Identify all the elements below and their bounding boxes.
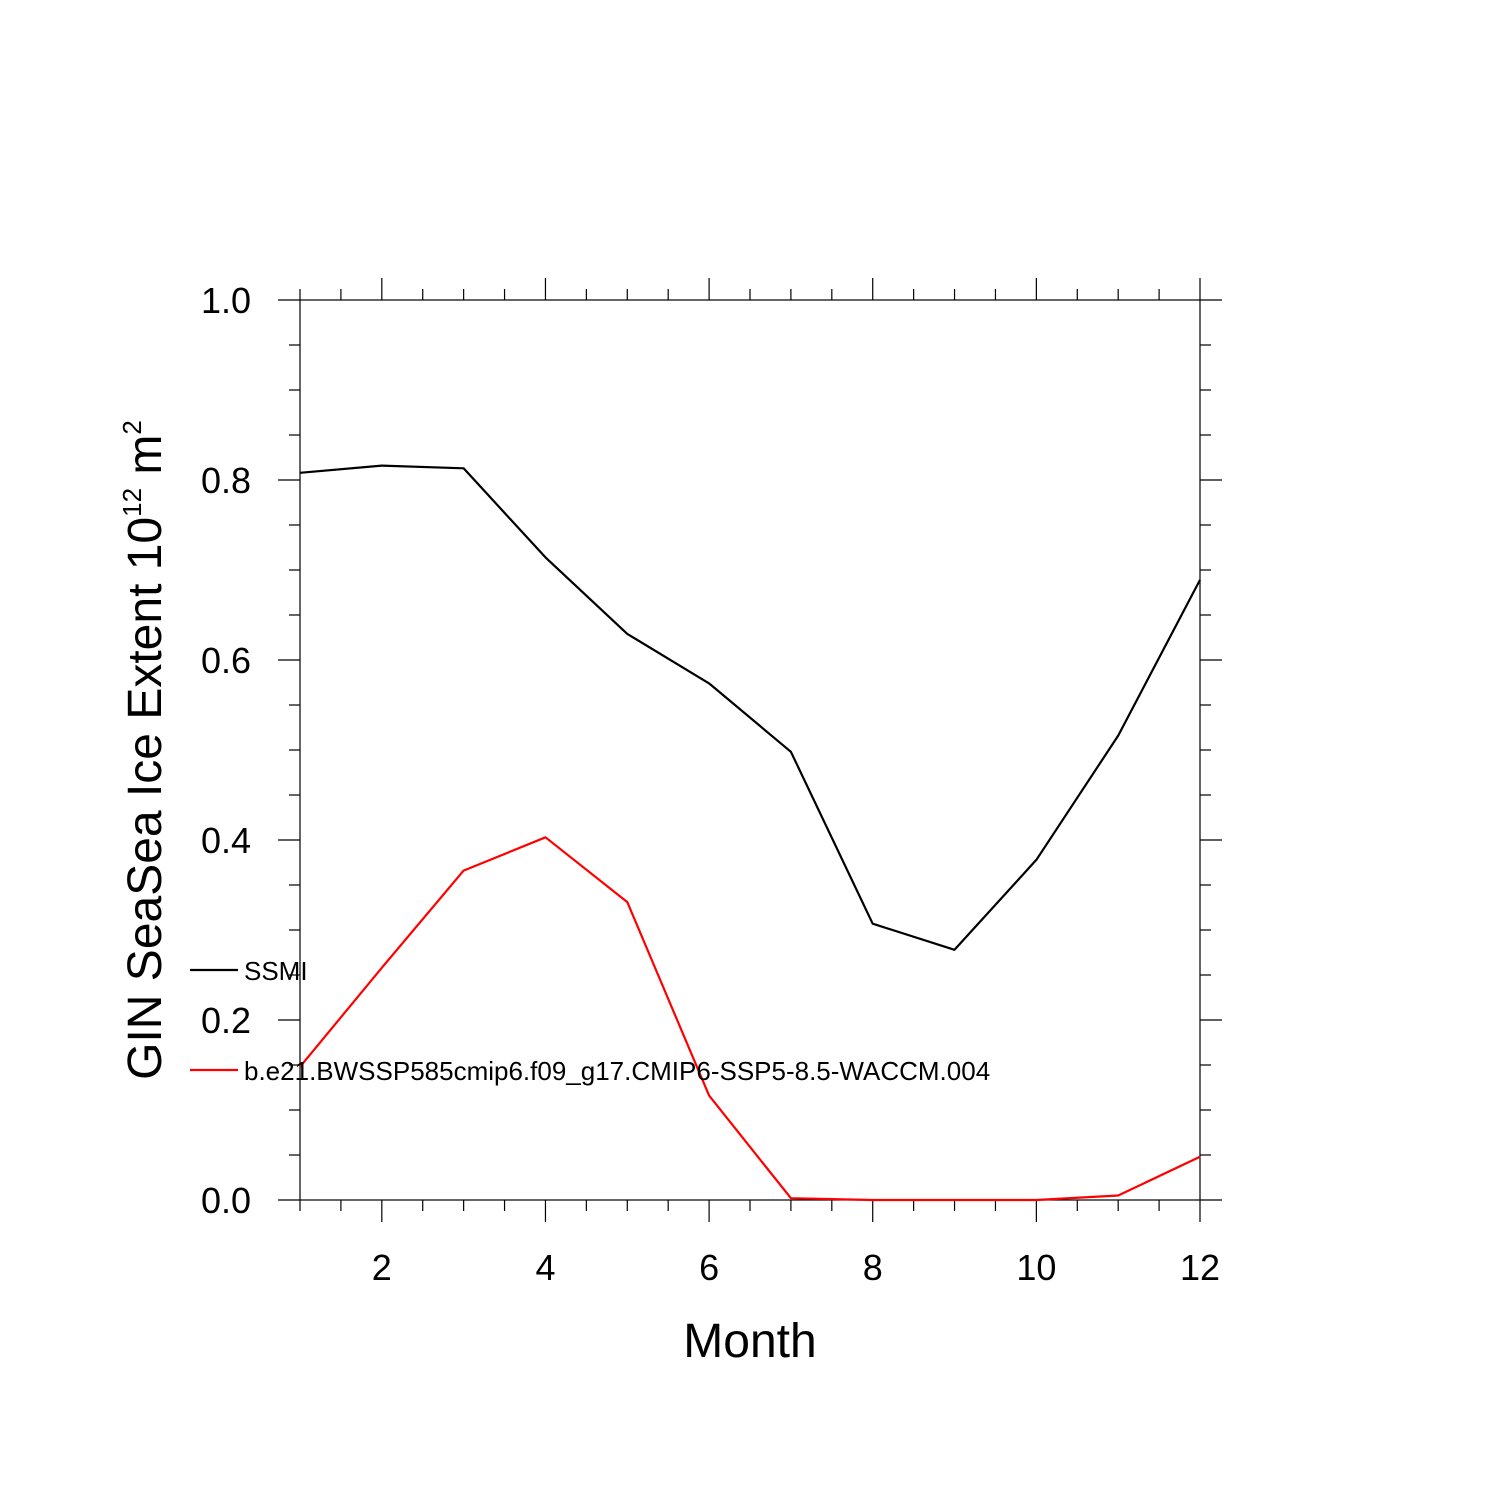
series-lines bbox=[299, 464, 1201, 1202]
y-axis-title-unit-exponent: 2 bbox=[117, 420, 147, 434]
x-tick-label: 12 bbox=[1180, 1247, 1220, 1288]
legend-label: b.e21.BWSSP585cmip6.f09_g17.CMIP6-SSP5-8… bbox=[244, 1056, 990, 1086]
x-axis-title: Month bbox=[683, 1315, 816, 1368]
x-tick-label: 4 bbox=[535, 1247, 555, 1288]
x-tick-label: 8 bbox=[863, 1247, 883, 1288]
y-tick-label: 0.6 bbox=[201, 640, 251, 681]
series-line-model bbox=[299, 836, 1201, 1202]
y-tick-labels: 0.0 0.2 0.4 0.6 0.8 1.0 bbox=[201, 280, 251, 1221]
legend-label: SSMI bbox=[244, 956, 308, 986]
axis-ticks bbox=[278, 278, 1222, 1222]
y-tick-label: 0.2 bbox=[201, 1000, 251, 1041]
x-tick-labels: 2 4 6 8 10 12 bbox=[372, 1247, 1220, 1288]
x-tick-label: 2 bbox=[372, 1247, 392, 1288]
y-axis-title-unit: m bbox=[119, 435, 172, 488]
x-tick-label: 10 bbox=[1016, 1247, 1056, 1288]
plot-frame bbox=[299, 299, 1201, 1201]
y-tick-label: 0.4 bbox=[201, 820, 251, 861]
y-tick-label: 1.0 bbox=[201, 280, 251, 321]
x-tick-label: 6 bbox=[699, 1247, 719, 1288]
y-axis-title-prefix: GIN SeaSea Ice Extent 10 bbox=[119, 517, 172, 1080]
series-line-ssmi bbox=[299, 464, 1201, 951]
legend: SSMI b.e21.BWSSP585cmip6.f09_g17.CMIP6-SS… bbox=[190, 956, 990, 1086]
y-tick-label: 0.0 bbox=[201, 1180, 251, 1221]
y-tick-label: 0.8 bbox=[201, 460, 251, 501]
y-axis-title: GIN SeaSea Ice Extent 1012 m2 bbox=[117, 420, 172, 1080]
y-axis-title-exponent: 12 bbox=[117, 488, 147, 517]
